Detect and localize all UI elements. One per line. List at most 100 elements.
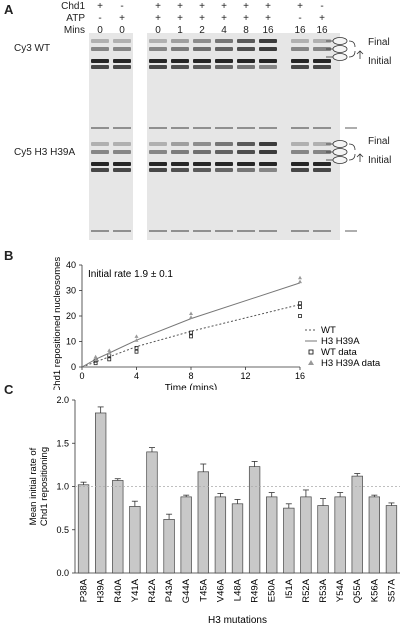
header-cell: + [297,1,303,12]
bar-E50A [266,496,278,574]
category-label: R53A [318,578,329,602]
gel-band [291,39,309,43]
nucleosome-icon [332,148,348,156]
panel-a-letter: A [4,2,14,17]
gel-band [91,47,109,51]
gel-free-dna-band [193,127,211,129]
legend-entry: H3 H39A [321,336,360,347]
panel-b-letter: B [4,248,14,263]
data-point-triangle [298,275,302,280]
gel-band [113,47,131,51]
header-cell: 0 [97,25,103,36]
y-tick-label: 0.5 [56,525,69,535]
gel-free-dna-band [113,127,131,129]
gel-band [313,150,331,154]
gel-band [149,39,167,43]
gel-free-dna-band [259,127,277,129]
bar-R53A [317,505,329,574]
gel-lane-block [89,136,133,240]
gel-band [313,65,331,69]
bar-K56A [368,496,380,574]
gel-lane-block [89,33,133,137]
data-point-square [189,330,193,335]
x-tick-label: 12 [240,371,250,381]
legend-entry: H3 H39A data [321,358,381,369]
header-cell: + [243,1,249,12]
y-tick-label: 30 [66,286,76,296]
gel-band [215,39,233,43]
y-tick-label: 40 [66,260,76,270]
gel-band [149,168,167,172]
gel-band [149,59,167,63]
header-cell: + [155,1,161,12]
data-point-triangle [93,354,98,359]
data-point-square [298,301,302,306]
gel-free-dna-band [313,127,331,129]
gel-band [259,65,277,69]
bar-R42A [146,451,158,574]
bar-L48A [231,503,244,574]
gel-band [193,168,211,172]
gel-free-dna-band [291,127,309,129]
category-label: G44A [181,578,192,603]
gel-band [215,65,233,69]
gel-band [291,47,309,51]
arrow-up-icon [356,153,364,162]
y-axis-label: Mean initial rate ofChd1 repositioning [28,447,50,526]
panel-c-bar-chart: 0.0 0.5 1.0 1.5 2.0 Mean initial rate ofChd1 … [28,395,400,626]
gel-band [291,65,309,69]
gel-band [259,39,277,43]
data-point-triangle [189,311,193,315]
gel-2-initial-label: Initial [368,155,392,166]
data-point-triangle [134,334,139,338]
gel-band [291,150,309,154]
header-cell: + [119,13,125,24]
nucleosome-icon [332,45,348,53]
gel-band [291,59,309,63]
gel-band [313,142,331,146]
gel-band [193,39,211,43]
header-cell: 16 [316,25,328,36]
gel-band [215,47,233,51]
x-tick-label: 16 [295,371,305,381]
gel-band [113,150,131,154]
header-cell: + [265,13,271,24]
y-tick-label: 2.0 [56,395,69,405]
gel-band [291,168,309,172]
header-cell: 16 [262,25,274,36]
bar-H39A [95,412,107,574]
gel-band [193,162,211,166]
gel-band [259,142,277,146]
x-tick-label: 4 [134,371,139,381]
gel-free-dna-band [237,230,255,232]
header-cell: + [155,13,161,24]
gel-band [91,168,109,172]
y-tick-label: 20 [66,311,76,321]
category-label: R49A [250,578,261,602]
panel-a-gels [89,33,364,240]
gel-band [237,142,255,146]
category-label: P38A [79,578,90,602]
bar-R49A [248,466,261,574]
x-tick-label: 0 [79,371,84,381]
gel-free-dna-band [149,127,167,129]
category-label: S57A [386,578,397,602]
y-tick-label: 1.0 [56,482,69,492]
y-tick-label: 10 [66,337,76,347]
bar-Y41A [129,506,141,574]
gel-band [313,59,331,63]
gel-band [237,162,255,166]
gel-free-dna-band [193,230,211,232]
category-label: R42A [147,578,158,602]
header-cell: + [221,1,227,12]
header-cell: 1 [177,25,183,36]
category-label: R52A [301,578,312,602]
gel-band [91,150,109,154]
bar-R40A [112,480,124,574]
bracket-icon [348,40,356,58]
gel-band [215,168,233,172]
gel-band [193,59,211,63]
bar-P43A [163,519,175,574]
bar-I51A [283,507,295,574]
bar-P38A [77,484,90,574]
